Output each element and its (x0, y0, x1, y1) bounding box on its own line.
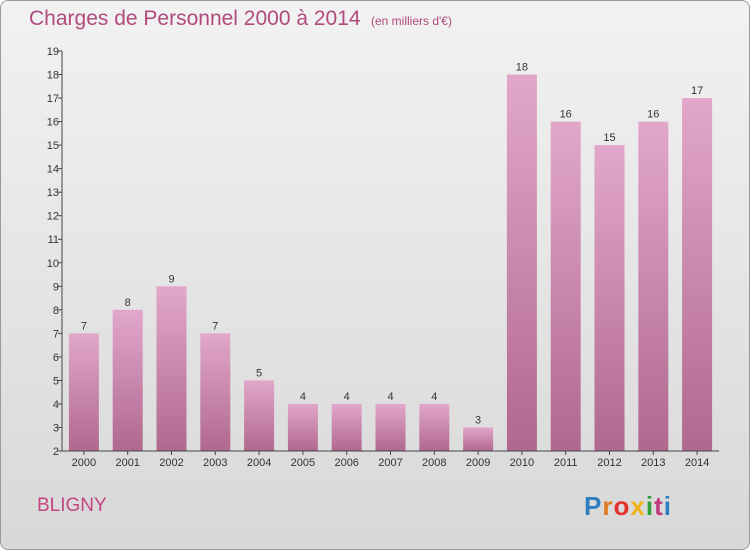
bar-2002 (156, 286, 187, 451)
x-tick-label-2009: 2009 (466, 457, 490, 469)
x-tick-label-2000: 2000 (72, 457, 96, 469)
bar-2009 (463, 427, 494, 451)
bar-2004 (244, 380, 275, 451)
value-label-2004: 5 (256, 367, 262, 379)
x-tick-label-2011: 2011 (554, 457, 578, 469)
value-label-2008: 4 (431, 391, 437, 403)
commune-name: BLIGNY (37, 495, 107, 516)
y-tick-label: 3 (53, 422, 59, 434)
x-tick-label-2013: 2013 (641, 457, 665, 469)
value-label-2006: 4 (344, 391, 350, 403)
logo-letter: i (645, 491, 655, 521)
x-tick-label-2001: 2001 (115, 457, 139, 469)
y-tick-label: 11 (48, 234, 59, 246)
logo-letter: P (584, 491, 603, 521)
value-label-2001: 8 (125, 297, 131, 309)
bar-2001 (112, 309, 143, 451)
chart-title: Charges de Personnel 2000 à 2014 (29, 7, 361, 30)
y-tick-label: 7 (53, 328, 59, 340)
bar-2006 (331, 403, 362, 451)
y-tick-label: 5 (53, 375, 59, 387)
x-tick-label-2008: 2008 (422, 457, 446, 469)
x-tick-label-2003: 2003 (203, 457, 227, 469)
x-tick-label-2005: 2005 (291, 457, 315, 469)
logo-letter: t (654, 491, 664, 521)
bars: 7 8 9 7 5 4 4 4 4 3 18 16 15 16 17 (68, 62, 713, 452)
bar-2005 (287, 403, 318, 451)
value-label-2009: 3 (475, 414, 481, 426)
x-tick-label-2014: 2014 (685, 457, 709, 469)
x-tick-label-2007: 2007 (378, 457, 402, 469)
logo-letter: i (663, 491, 672, 521)
bar-2003 (200, 333, 231, 451)
y-axis: 2 3 4 5 6 7 8 9 10 11 12 13 14 15 16 17 18 19 (47, 46, 63, 458)
y-tick-label: 6 (53, 352, 59, 364)
value-label-2007: 4 (387, 391, 393, 403)
y-tick-label: 16 (47, 117, 59, 129)
bar-2011 (550, 121, 581, 452)
logo-letter: x (630, 491, 646, 521)
chart-subtitle: (en milliers d'€) (371, 14, 452, 28)
y-tick-label: 17 (47, 93, 59, 105)
value-label-2005: 4 (300, 391, 306, 403)
x-tick-label-2004: 2004 (247, 457, 271, 469)
x-tick-label-2006: 2006 (334, 457, 358, 469)
value-label-2010: 18 (516, 62, 528, 74)
logo-letter: o (613, 491, 631, 521)
value-label-2013: 16 (647, 109, 659, 121)
value-label-2000: 7 (81, 320, 87, 332)
bar-2010 (506, 74, 537, 451)
proxiti-logo[interactable]: Proxiti (584, 491, 672, 522)
value-label-2003: 7 (212, 320, 218, 332)
y-tick-label: 8 (53, 305, 59, 317)
x-axis: 2000 2001 2002 2003 2004 2005 2006 2007 2008 2009… (62, 450, 719, 469)
y-tick-label: 14 (47, 164, 59, 176)
value-label-2012: 15 (603, 132, 615, 144)
bar-2008 (419, 403, 450, 451)
value-label-2002: 9 (168, 273, 174, 285)
x-tick-label-2010: 2010 (510, 457, 534, 469)
y-tick-label: 2 (53, 446, 59, 458)
y-tick-label: 19 (47, 46, 59, 58)
y-tick-label: 13 (47, 187, 59, 199)
bar-2007 (375, 403, 406, 451)
y-tick-label: 12 (47, 211, 59, 223)
value-label-2014: 17 (691, 85, 703, 97)
y-tick-label: 10 (47, 258, 59, 270)
bar-2000 (68, 333, 99, 451)
logo-letter: r (602, 491, 614, 521)
y-tick-label: 18 (47, 70, 59, 82)
bar-2013 (638, 121, 669, 452)
x-tick-label-2002: 2002 (159, 457, 183, 469)
value-label-2011: 16 (560, 109, 572, 121)
bar-2014 (682, 98, 713, 451)
y-tick-label: 4 (53, 399, 59, 411)
y-tick-label: 9 (53, 281, 59, 293)
x-tick-label-2012: 2012 (597, 457, 621, 469)
bar-2012 (594, 145, 625, 451)
y-tick-label: 15 (47, 140, 59, 152)
